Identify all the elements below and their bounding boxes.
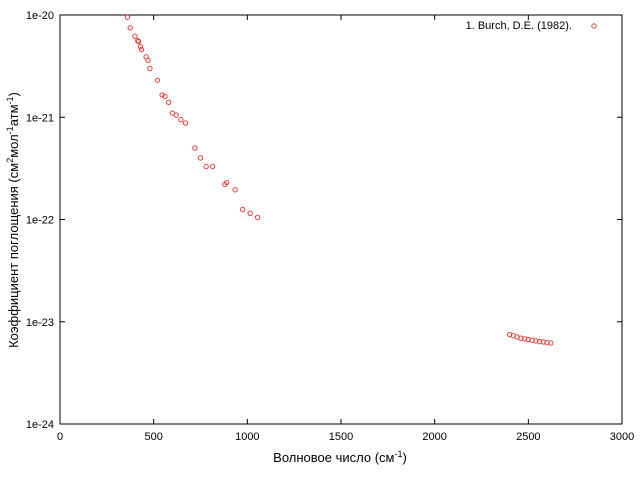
data-point xyxy=(145,57,151,64)
data-point xyxy=(173,112,179,118)
data-point xyxy=(525,336,532,343)
data-point xyxy=(192,145,198,151)
data-point xyxy=(540,339,547,345)
data-point xyxy=(124,14,131,20)
data-point xyxy=(159,92,165,98)
data-point xyxy=(254,214,261,221)
legend-label: 1. Burch, D.E. (1982). xyxy=(466,20,572,32)
data-point xyxy=(239,206,246,213)
data-point xyxy=(232,187,238,193)
data-point xyxy=(135,38,141,44)
legend-marker xyxy=(591,23,597,29)
y-tick-label: 1e-20 xyxy=(26,10,54,22)
legend: 1. Burch, D.E. (1982). xyxy=(466,20,597,32)
axis-tick-labels: 0 500 1000 1500 2000 2500 3000 1e-24 1e-23 1e-22 1… xyxy=(26,10,634,443)
data-point xyxy=(203,163,209,170)
data-point xyxy=(536,338,543,345)
y-tick-label: 1e-22 xyxy=(26,215,54,227)
x-tick-label: 2000 xyxy=(422,431,446,443)
data-point xyxy=(154,77,161,83)
data-point xyxy=(135,38,142,45)
data-point xyxy=(197,155,204,161)
y-tick-label: 1e-23 xyxy=(26,317,54,329)
data-point xyxy=(521,336,528,342)
x-tick-label: 500 xyxy=(144,431,162,443)
data-point xyxy=(518,335,524,341)
data-point xyxy=(127,25,133,31)
data-point xyxy=(529,337,535,343)
data-point xyxy=(533,338,539,344)
data-point xyxy=(147,65,153,72)
y-tick-label: 1e-21 xyxy=(26,112,54,124)
data-point xyxy=(209,163,216,170)
data-point xyxy=(224,179,230,186)
data-point xyxy=(138,46,145,53)
data-point xyxy=(178,116,184,123)
x-tick-label: 3000 xyxy=(610,431,634,443)
data-point xyxy=(544,339,550,346)
data-point xyxy=(162,93,168,100)
axis-ticks xyxy=(59,14,623,425)
data-point xyxy=(165,99,172,106)
plot-frame xyxy=(59,14,623,425)
x-tick-label: 1500 xyxy=(329,431,353,443)
data-point xyxy=(182,120,189,126)
y-axis-label: Коэффициент поглощения (см2мол-1атм-1) xyxy=(5,92,21,348)
x-tick-label: 1000 xyxy=(235,431,259,443)
data-point xyxy=(132,33,138,39)
x-tick-label: 2500 xyxy=(516,431,540,443)
data-point xyxy=(548,340,554,346)
data-points xyxy=(124,14,554,346)
x-tick-label: 0 xyxy=(57,431,63,443)
x-axis-label: Волновое число (см-1) xyxy=(273,449,407,465)
y-tick-label: 1e-24 xyxy=(26,419,54,431)
data-point xyxy=(137,43,144,50)
data-point xyxy=(247,210,253,216)
